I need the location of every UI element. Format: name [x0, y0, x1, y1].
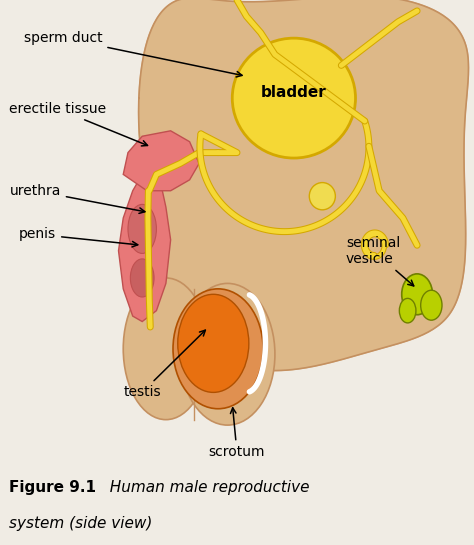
Ellipse shape	[309, 183, 336, 210]
Polygon shape	[118, 174, 171, 322]
Polygon shape	[123, 131, 199, 191]
Text: erectile tissue: erectile tissue	[9, 102, 147, 146]
Text: penis: penis	[19, 227, 138, 247]
Polygon shape	[138, 0, 468, 371]
Ellipse shape	[402, 274, 432, 315]
Ellipse shape	[123, 278, 209, 420]
Text: seminal
vesicle: seminal vesicle	[346, 235, 414, 286]
Ellipse shape	[130, 259, 154, 297]
Text: testis: testis	[123, 330, 205, 399]
Ellipse shape	[232, 38, 356, 158]
Text: urethra: urethra	[9, 184, 145, 214]
Text: scrotum: scrotum	[209, 408, 265, 459]
Ellipse shape	[128, 204, 156, 253]
Ellipse shape	[178, 294, 249, 392]
Ellipse shape	[180, 283, 275, 425]
Text: Human male reproductive: Human male reproductive	[100, 480, 309, 495]
Text: bladder: bladder	[261, 85, 327, 100]
Ellipse shape	[399, 299, 416, 323]
Ellipse shape	[173, 289, 263, 409]
Text: sperm duct: sperm duct	[24, 31, 242, 77]
Ellipse shape	[421, 290, 442, 320]
Text: Figure 9.1: Figure 9.1	[9, 480, 97, 495]
Text: system (side view): system (side view)	[9, 516, 153, 531]
